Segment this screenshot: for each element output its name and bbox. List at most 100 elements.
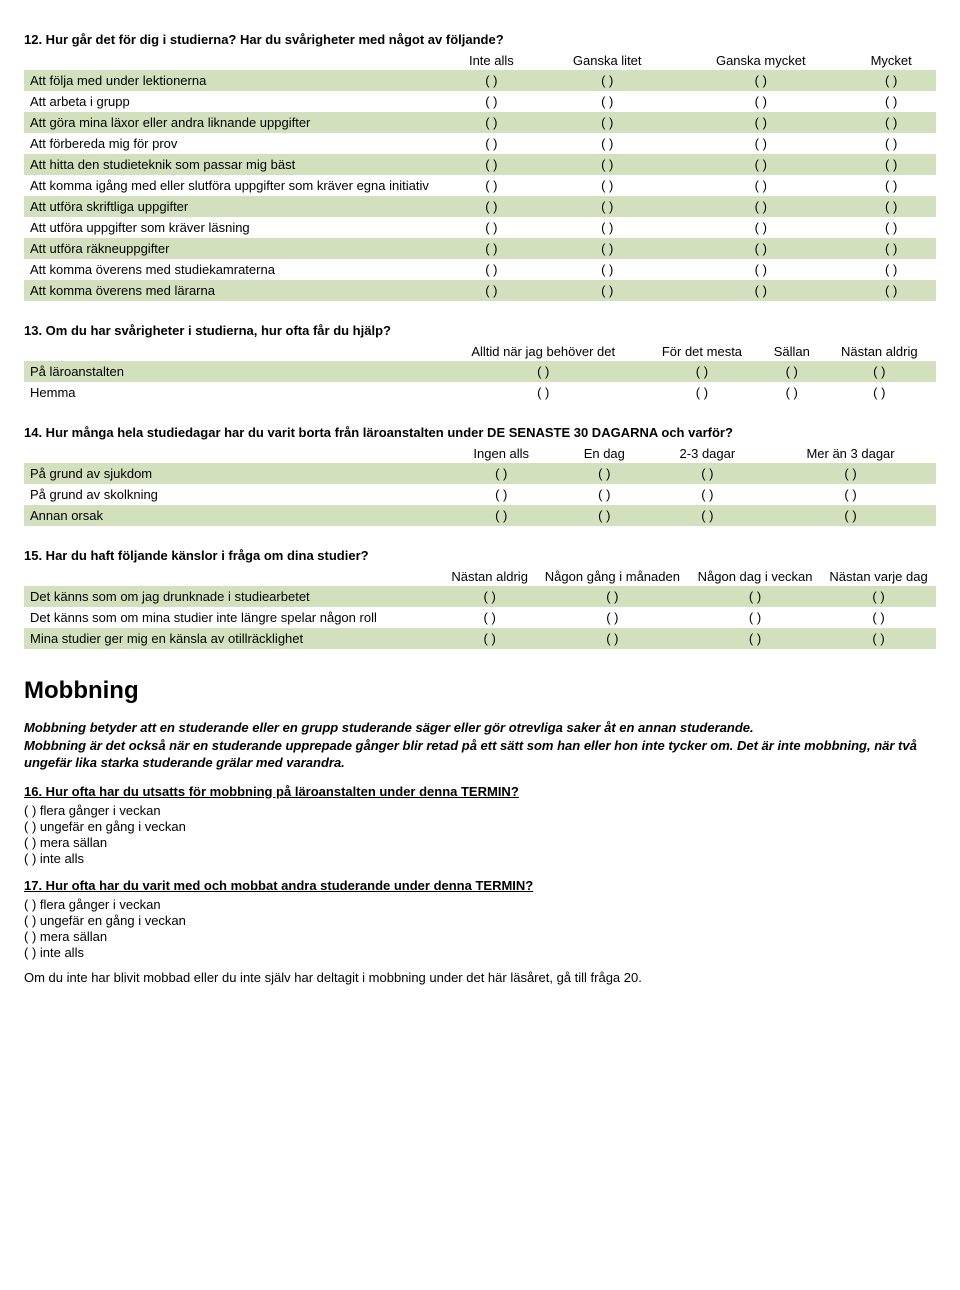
q12-option[interactable]: ( )	[675, 133, 846, 154]
q13-option[interactable]: ( )	[823, 382, 936, 403]
q12-option[interactable]: ( )	[675, 70, 846, 91]
q13-header-row: Alltid när jag behöver det För det mesta…	[24, 342, 936, 361]
q14-option[interactable]: ( )	[650, 484, 765, 505]
q12-option[interactable]: ( )	[539, 91, 675, 112]
q12-option[interactable]: ( )	[444, 238, 540, 259]
q17-option[interactable]: ( ) ungefär en gång i veckan	[24, 913, 936, 928]
q12-option[interactable]: ( )	[675, 175, 846, 196]
q12-option[interactable]: ( )	[444, 70, 540, 91]
q12-option[interactable]: ( )	[675, 91, 846, 112]
q12-option[interactable]: ( )	[675, 217, 846, 238]
q13-option[interactable]: ( )	[823, 361, 936, 382]
q15-option[interactable]: ( )	[821, 586, 936, 607]
q13-option[interactable]: ( )	[761, 382, 823, 403]
q14-option[interactable]: ( )	[444, 505, 559, 526]
q12-option[interactable]: ( )	[539, 217, 675, 238]
q14-option[interactable]: ( )	[444, 484, 559, 505]
q12-option[interactable]: ( )	[539, 175, 675, 196]
q14-option[interactable]: ( )	[444, 463, 559, 484]
q15-h1: Nästan aldrig	[444, 567, 536, 586]
q14-row: På grund av sjukdom( )( )( )( )	[24, 463, 936, 484]
q15-option[interactable]: ( )	[444, 607, 536, 628]
q12-option[interactable]: ( )	[444, 112, 540, 133]
q15-option[interactable]: ( )	[444, 586, 536, 607]
q14-option[interactable]: ( )	[765, 463, 936, 484]
q12-option[interactable]: ( )	[539, 196, 675, 217]
q12-h4: Mycket	[846, 51, 936, 70]
q16-options: ( ) flera gånger i veckan( ) ungefär en …	[24, 803, 936, 866]
q12-option[interactable]: ( )	[846, 238, 936, 259]
q14-option[interactable]: ( )	[559, 463, 650, 484]
q12-option[interactable]: ( )	[846, 154, 936, 175]
q12-option[interactable]: ( )	[539, 280, 675, 301]
q12-option[interactable]: ( )	[444, 280, 540, 301]
q12-option[interactable]: ( )	[444, 91, 540, 112]
q12-option[interactable]: ( )	[539, 259, 675, 280]
q14-row: På grund av skolkning( )( )( )( )	[24, 484, 936, 505]
q15-option[interactable]: ( )	[536, 607, 689, 628]
q12-option[interactable]: ( )	[539, 70, 675, 91]
q14-option[interactable]: ( )	[559, 505, 650, 526]
q12-option[interactable]: ( )	[444, 259, 540, 280]
q16-option[interactable]: ( ) flera gånger i veckan	[24, 803, 936, 818]
q12-option[interactable]: ( )	[846, 91, 936, 112]
question-12: 12. Hur går det för dig i studierna? Har…	[24, 32, 936, 301]
q12-option[interactable]: ( )	[539, 154, 675, 175]
q12-option[interactable]: ( )	[539, 238, 675, 259]
mobbing-intro: Mobbning betyder att en studerande eller…	[24, 719, 936, 772]
q15-row-label: Det känns som om jag drunknade i studiea…	[24, 586, 444, 607]
q13-option[interactable]: ( )	[444, 382, 643, 403]
q15-option[interactable]: ( )	[689, 628, 821, 649]
q12-option[interactable]: ( )	[675, 112, 846, 133]
q15-option[interactable]: ( )	[689, 607, 821, 628]
q15-option[interactable]: ( )	[821, 628, 936, 649]
q12-option[interactable]: ( )	[846, 280, 936, 301]
q16-option[interactable]: ( ) ungefär en gång i veckan	[24, 819, 936, 834]
q14-option[interactable]: ( )	[650, 505, 765, 526]
q14-option[interactable]: ( )	[765, 484, 936, 505]
q14-option[interactable]: ( )	[765, 505, 936, 526]
q12-option[interactable]: ( )	[444, 196, 540, 217]
q12-option[interactable]: ( )	[444, 154, 540, 175]
q12-option[interactable]: ( )	[675, 259, 846, 280]
q17-option[interactable]: ( ) mera sällan	[24, 929, 936, 944]
q15-option[interactable]: ( )	[536, 586, 689, 607]
q12-option[interactable]: ( )	[444, 217, 540, 238]
q15-row: Mina studier ger mig en känsla av otillr…	[24, 628, 936, 649]
q14-option[interactable]: ( )	[559, 484, 650, 505]
q13-option[interactable]: ( )	[643, 361, 761, 382]
q12-option[interactable]: ( )	[846, 196, 936, 217]
q17-option[interactable]: ( ) inte alls	[24, 945, 936, 960]
q13-option[interactable]: ( )	[643, 382, 761, 403]
q12-option[interactable]: ( )	[846, 175, 936, 196]
q14-option[interactable]: ( )	[650, 463, 765, 484]
q14-row-label: På grund av skolkning	[24, 484, 444, 505]
q15-option[interactable]: ( )	[444, 628, 536, 649]
q12-option[interactable]: ( )	[675, 154, 846, 175]
q13-option[interactable]: ( )	[444, 361, 643, 382]
q12-option[interactable]: ( )	[846, 259, 936, 280]
q12-option[interactable]: ( )	[675, 238, 846, 259]
q12-option[interactable]: ( )	[846, 70, 936, 91]
q12-row-label: Att följa med under lektionerna	[24, 70, 444, 91]
q15-option[interactable]: ( )	[536, 628, 689, 649]
q13-option[interactable]: ( )	[761, 361, 823, 382]
q16-option[interactable]: ( ) inte alls	[24, 851, 936, 866]
q12-option[interactable]: ( )	[675, 280, 846, 301]
q12-option[interactable]: ( )	[539, 133, 675, 154]
q12-option[interactable]: ( )	[675, 196, 846, 217]
mobbing-heading: Mobbning	[24, 677, 936, 705]
q16-option[interactable]: ( ) mera sällan	[24, 835, 936, 850]
q12-option[interactable]: ( )	[846, 133, 936, 154]
q12-option[interactable]: ( )	[444, 175, 540, 196]
q12-option[interactable]: ( )	[539, 112, 675, 133]
q12-option[interactable]: ( )	[444, 133, 540, 154]
q13-row: Hemma( )( )( )( )	[24, 382, 936, 403]
q15-option[interactable]: ( )	[689, 586, 821, 607]
q15-row-label: Mina studier ger mig en känsla av otillr…	[24, 628, 444, 649]
q12-option[interactable]: ( )	[846, 217, 936, 238]
q15-header-row: Nästan aldrig Någon gång i månaden Någon…	[24, 567, 936, 586]
q15-option[interactable]: ( )	[821, 607, 936, 628]
q12-option[interactable]: ( )	[846, 112, 936, 133]
q17-option[interactable]: ( ) flera gånger i veckan	[24, 897, 936, 912]
